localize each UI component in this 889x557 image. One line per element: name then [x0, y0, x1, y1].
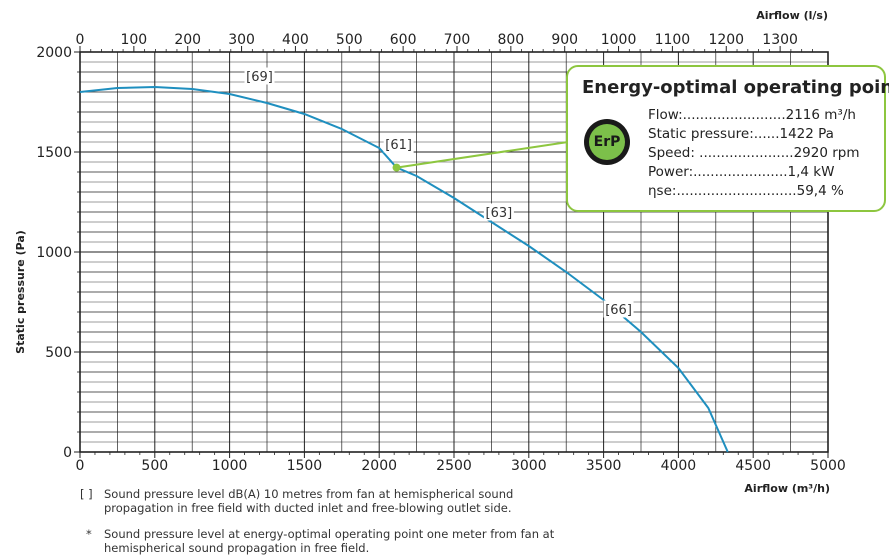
y-tick-label: 0 — [63, 445, 72, 461]
x2-tick-label: 300 — [228, 32, 255, 48]
x2-tick-label: 1300 — [762, 32, 798, 48]
y-axis-label: Static pressure (Pa) — [14, 230, 27, 354]
x-tick-label: 4000 — [661, 458, 697, 474]
x-tick-label: 3500 — [586, 458, 622, 474]
axis-labels: Airflow (m³/h) Airflow (l/s) Static pressu… — [14, 9, 830, 495]
footnote-sound-level: [ ] Sound pressure level dB(A) 10 metres… — [80, 487, 560, 515]
x2-tick-label: 1200 — [708, 32, 744, 48]
erp-row-flow: Flow:........................2116 m³/h — [648, 107, 856, 123]
erp-value: 1422 Pa — [779, 126, 834, 142]
sound-level-label: [63] — [486, 206, 513, 221]
y-tick-label: 2000 — [36, 45, 72, 61]
erp-value: 59,4 % — [796, 183, 844, 199]
erp-value: 2920 rpm — [793, 145, 860, 161]
erp-title: Energy-optimal operating point — [582, 77, 889, 98]
annotation-layer: [69] [61] [63] [66] — [244, 67, 634, 318]
x2-tick-label: 1000 — [601, 32, 637, 48]
x2-tick-label: 900 — [551, 32, 578, 48]
erp-row-power: Power:......................1,4 kW — [648, 164, 834, 180]
x-tick-label: 2500 — [436, 458, 472, 474]
x-tick-label: 2000 — [361, 458, 397, 474]
annotation-bg — [244, 67, 275, 85]
annotation-bg — [603, 300, 634, 318]
erp-connector-line — [396, 141, 569, 169]
erp-logo-icon: ErP — [584, 119, 630, 165]
erp-row-speed: Speed: ......................2920 rpm — [648, 145, 860, 161]
footnote-mark: [ ] — [80, 487, 93, 501]
x2-tick-label: 500 — [336, 32, 363, 48]
x2-tick-label: 0 — [76, 32, 85, 48]
x2-tick-label: 400 — [282, 32, 309, 48]
x-tick-label: 0 — [76, 458, 85, 474]
curve-layer — [79, 85, 729, 453]
y-tick-label: 1500 — [36, 145, 72, 161]
x2-tick-label: 700 — [444, 32, 471, 48]
x-axis-label: Airflow (m³/h) — [744, 482, 830, 495]
erp-value: 2116 m³/h — [785, 107, 856, 123]
erp-value: 1,4 kW — [787, 164, 835, 180]
footnote-text: Sound pressure level dB(A) 10 metres fro… — [104, 487, 514, 515]
erp-label: Speed: ...................... — [648, 145, 794, 161]
x-tick-label: 500 — [141, 458, 168, 474]
operating-point-marker — [392, 163, 401, 172]
erp-label: Power:...................... — [648, 164, 788, 180]
y-tick-label: 1000 — [36, 245, 72, 261]
sound-level-label: [66] — [605, 303, 632, 318]
sound-level-label: [69] — [246, 70, 273, 85]
x-tick-label: 4500 — [735, 458, 771, 474]
erp-row-static-pressure: Static pressure:......1422 Pa — [648, 126, 834, 142]
footnote-sound-level-erp: * Sound pressure level at energy-optimal… — [80, 527, 560, 555]
fan-curve-line — [79, 85, 729, 453]
sound-level-label: [61] — [385, 138, 412, 153]
erp-info-box: Energy-optimal operating point ErP Flow:… — [566, 65, 889, 212]
erp-label: Static pressure:...... — [648, 126, 780, 142]
x-tick-label: 5000 — [810, 458, 846, 474]
y-tick-label: 500 — [45, 345, 72, 361]
axis-ticks: 0 500 1000 1500 2000 2500 3000 3500 4000 4500 5000… — [36, 32, 845, 474]
footnote-text: Sound pressure level at energy-optimal o… — [104, 527, 555, 555]
x-tick-label: 1000 — [212, 458, 248, 474]
erp-label: Flow:........................ — [648, 107, 786, 123]
x2-axis-label: Airflow (l/s) — [756, 9, 828, 22]
annotation-bg — [383, 135, 414, 153]
x2-tick-label: 1100 — [655, 32, 691, 48]
erp-logo-text: ErP — [589, 124, 625, 160]
x2-tick-label: 800 — [497, 32, 524, 48]
erp-label: ηse:............................ — [648, 183, 797, 199]
x-tick-label: 1500 — [287, 458, 323, 474]
x2-tick-label: 200 — [174, 32, 201, 48]
footnote-mark: * — [86, 527, 92, 541]
x2-tick-label: 600 — [390, 32, 417, 48]
x2-tick-label: 100 — [120, 32, 147, 48]
erp-row-efficiency: ηse:............................59,4 % — [648, 183, 844, 199]
annotation-bg — [483, 203, 514, 221]
x-tick-label: 3000 — [511, 458, 547, 474]
